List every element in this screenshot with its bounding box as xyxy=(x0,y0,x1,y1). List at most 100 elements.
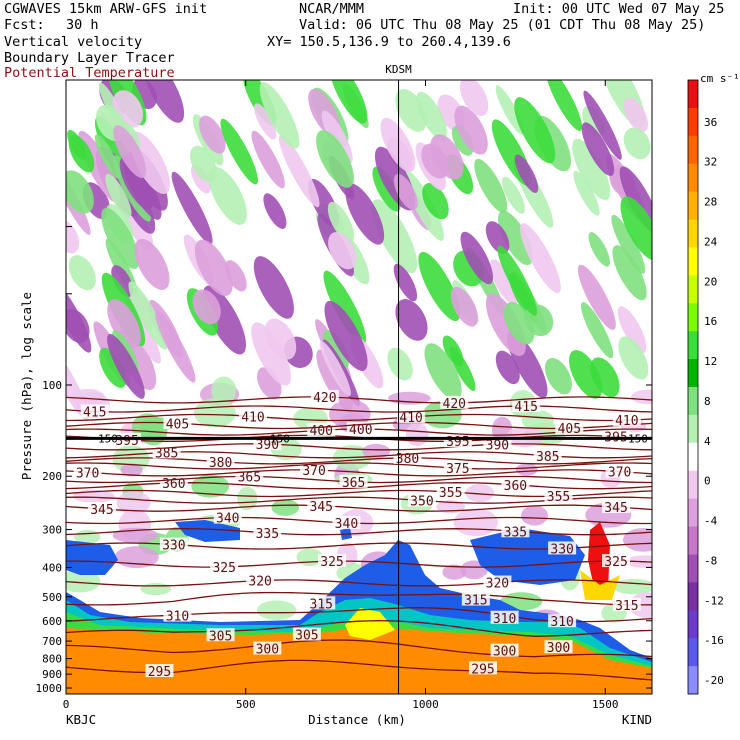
theta-contour-label: 410 xyxy=(615,414,638,429)
theta-contour-label: 315 xyxy=(615,599,638,614)
theta-contour-label: 395 xyxy=(115,434,138,449)
theta-label-bg xyxy=(292,627,321,641)
w-cell xyxy=(116,491,151,515)
w-cell xyxy=(418,251,461,322)
theta-contour-label: 300 xyxy=(547,641,570,656)
w-cell xyxy=(395,299,428,341)
colorbar-swatch xyxy=(688,163,698,193)
theta-contour-label: 355 xyxy=(547,490,570,505)
tropopause-label-right: 150 xyxy=(628,432,648,445)
theta-label-bg xyxy=(440,395,469,409)
w-cell xyxy=(120,463,143,477)
colorbar-swatch xyxy=(688,582,698,611)
w-cell xyxy=(451,125,474,156)
w-cell xyxy=(68,135,95,173)
theta-contour-line xyxy=(66,396,652,404)
theta-contour-line xyxy=(66,579,652,587)
theta-label-bg xyxy=(490,643,519,657)
y-tick-label: 1000 xyxy=(36,682,63,695)
colorbar-label: 20 xyxy=(704,275,717,288)
w-cell xyxy=(618,336,649,380)
colorbar-label: 16 xyxy=(704,315,717,328)
y-tick-label: 100 xyxy=(42,379,62,392)
forecast-hour: 30 h xyxy=(66,17,99,33)
x-tick-label: 0 xyxy=(63,698,70,711)
w-cell xyxy=(94,134,121,179)
w-cell xyxy=(581,122,615,177)
w-cell xyxy=(620,196,652,261)
colorbar-swatch xyxy=(688,666,698,695)
w-cell xyxy=(454,105,488,155)
theta-contours: 295 295 300 300 300 305 305 310 310 310 315 315 315 3… xyxy=(66,390,652,681)
y-tick-label: 600 xyxy=(42,615,62,628)
colorbar-swatch xyxy=(688,638,698,667)
colorbar-swatch xyxy=(688,303,698,332)
left-station-label: KBJC xyxy=(66,712,96,727)
colorbar-label: 32 xyxy=(704,156,717,169)
theta-label-bg xyxy=(407,493,436,507)
w-cell xyxy=(514,97,556,164)
theta-label-bg xyxy=(436,484,465,498)
w-cell xyxy=(495,350,520,385)
colorbar-swatch xyxy=(688,135,698,165)
w-cell xyxy=(449,346,476,392)
theta-contour-label: 350 xyxy=(410,495,433,510)
w-cell xyxy=(405,422,429,447)
w-cell xyxy=(192,289,221,325)
w-cell xyxy=(143,80,185,123)
colorbar-swatch xyxy=(688,470,698,500)
plot-frame xyxy=(65,79,653,695)
theta-contour-label: 325 xyxy=(320,555,343,570)
theta-contour-label: 325 xyxy=(604,555,627,570)
colorbar-label: -12 xyxy=(704,594,724,607)
w-cell xyxy=(327,201,355,243)
theta-label-bg xyxy=(307,498,336,512)
w-cell xyxy=(194,239,233,297)
w-cell xyxy=(119,156,153,210)
w-cell xyxy=(316,349,353,411)
w-cell xyxy=(497,245,538,316)
w-cell xyxy=(171,171,213,245)
theta-label-bg xyxy=(307,596,336,610)
w-cell xyxy=(623,97,649,133)
colorbar-swatch xyxy=(688,498,698,528)
theta-label-bg xyxy=(483,437,512,451)
theta-contour-label: 315 xyxy=(310,597,333,612)
theta-contour-label: 325 xyxy=(212,561,235,576)
theta-contour-line xyxy=(66,462,652,470)
w-cell xyxy=(453,508,498,537)
w-cell xyxy=(134,238,170,290)
theta-contour-label: 300 xyxy=(493,645,516,660)
w-cell xyxy=(72,489,115,503)
colorbar-swatch xyxy=(688,275,698,304)
org-label: NCAR/MMM xyxy=(299,1,365,17)
theta-label-bg xyxy=(238,409,267,423)
w-cell xyxy=(497,210,533,266)
w-cell xyxy=(422,183,449,220)
theta-label-bg xyxy=(73,465,102,479)
theta-contour-label: 370 xyxy=(608,466,631,481)
colorbar-label: 36 xyxy=(704,116,717,129)
theta-label-bg xyxy=(253,525,282,539)
w-cell xyxy=(68,255,96,291)
w-cell xyxy=(194,398,236,428)
theta-label-bg xyxy=(544,489,573,503)
colorbar-swatch xyxy=(688,610,698,639)
theta-contour-label: 370 xyxy=(302,464,325,479)
theta-contour-label: 305 xyxy=(295,629,318,644)
theta-label-bg xyxy=(210,559,239,573)
theta-label-bg xyxy=(512,398,541,412)
theta-label-bg xyxy=(253,641,282,655)
field-boundary-layer-tracer: Boundary Layer Tracer xyxy=(4,50,175,66)
w-cell xyxy=(107,333,145,399)
xy-coordinates: XY= 150.5,136.9 to 260.4,139.6 xyxy=(267,34,511,50)
theta-contour-line xyxy=(66,620,652,637)
colorbar-units: cm s⁻¹ xyxy=(700,72,740,85)
w-cell xyxy=(459,80,489,117)
w-cell xyxy=(617,306,647,353)
w-cell xyxy=(569,350,603,399)
theta-contour-line xyxy=(66,528,652,536)
w-cell xyxy=(278,135,320,208)
theta-label-bg xyxy=(602,554,631,568)
colorbar-swatch xyxy=(688,554,698,583)
